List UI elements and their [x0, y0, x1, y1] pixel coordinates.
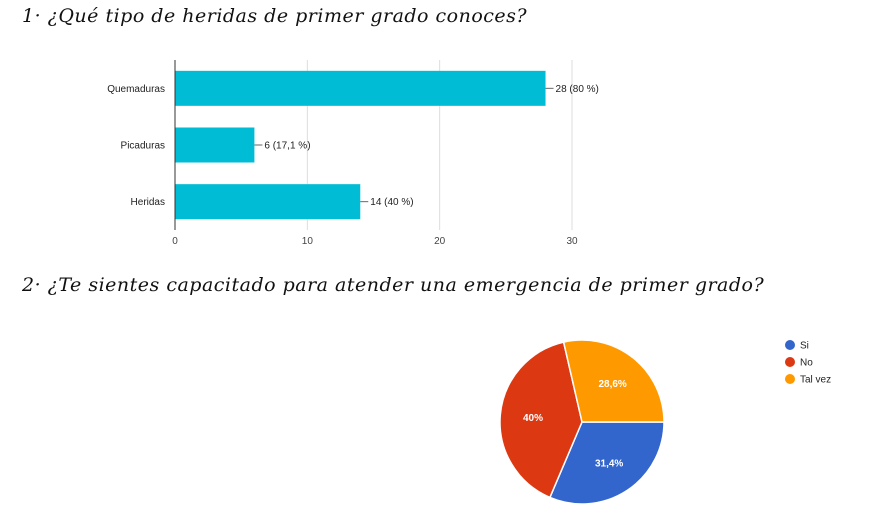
question-2-title: 2· ¿Te sientes capacitado para atender u… — [22, 274, 765, 296]
legend-label: Tal vez — [800, 375, 831, 386]
data-label: 6 (17,1 %) — [264, 141, 310, 152]
data-label: 14 (40 %) — [370, 197, 413, 208]
x-tick-label: 10 — [302, 236, 314, 247]
pie-slice — [499, 341, 583, 499]
legend-swatch — [785, 357, 795, 367]
x-tick-label: 0 — [172, 236, 178, 247]
x-tick-label: 30 — [566, 236, 578, 247]
bar — [175, 127, 255, 163]
slice-label: 28,6% — [598, 379, 626, 390]
category-label: Picaduras — [121, 141, 165, 152]
x-tick-label: 20 — [434, 236, 446, 247]
slice-label: 40% — [523, 413, 543, 424]
bar — [175, 70, 546, 106]
pie-slice — [548, 421, 665, 505]
data-label: 28 (80 %) — [556, 84, 599, 95]
category-label: Quemaduras — [107, 84, 165, 95]
legend-label: Si — [800, 341, 809, 352]
question-1-title: 1· ¿Qué tipo de heridas de primer grado … — [22, 5, 528, 27]
legend-swatch — [785, 374, 795, 384]
bar — [175, 184, 361, 220]
category-label: Heridas — [131, 197, 165, 208]
legend-swatch — [785, 340, 795, 350]
bar-chart: 0 10 20 30 Quemaduras 28 (80 %) Picaduras 6 (17… — [107, 60, 599, 247]
slice-label: 31,4% — [595, 459, 623, 470]
legend-label: No — [800, 358, 813, 369]
pie-slice — [562, 339, 665, 423]
